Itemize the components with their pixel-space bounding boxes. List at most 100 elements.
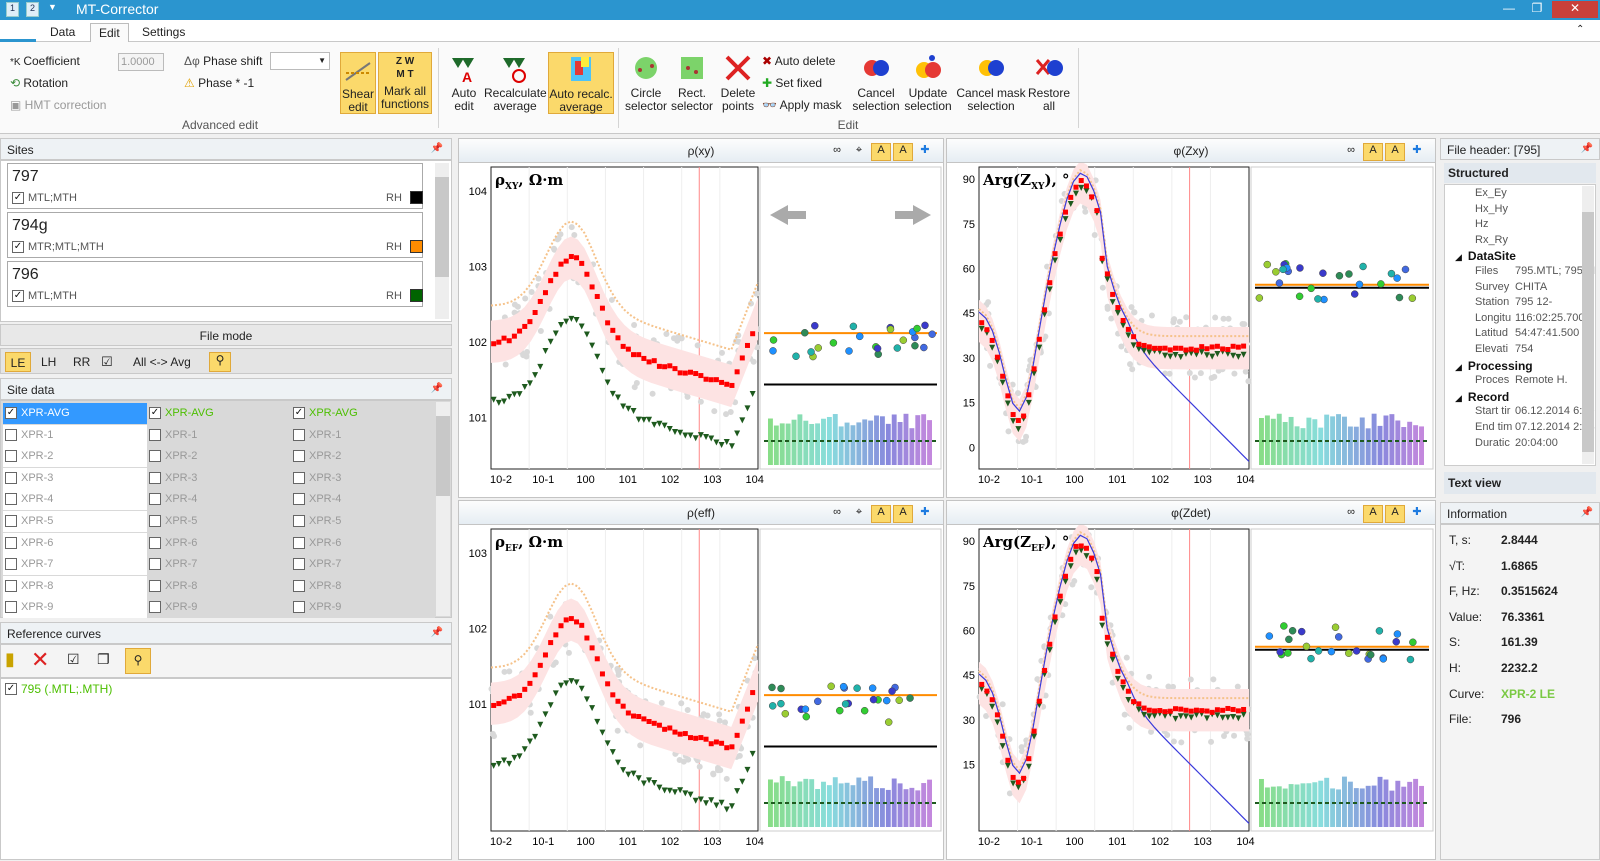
check-all-icon[interactable]: ☑ [67, 651, 80, 667]
sites-scroll-thumb[interactable] [435, 177, 449, 277]
restore-all-button[interactable]: Restore all [1026, 52, 1072, 114]
auto-delete-button[interactable]: ✖ Auto delete [762, 54, 835, 68]
site-data-scrollbar[interactable] [436, 402, 450, 616]
zoom-a-icon[interactable]: A [1363, 505, 1383, 523]
structured-tab[interactable]: Structured [1444, 163, 1596, 183]
chart-svg[interactable]: ρEF, Ω·m 103 102 101 10-2 10-1 100 101 102 103 104 [459, 525, 945, 861]
site-data-cell[interactable]: XPR-8 [291, 575, 435, 597]
site-data-cell[interactable]: XPR-3 [3, 467, 147, 489]
tab-edit[interactable]: Edit [90, 23, 129, 43]
coefficient-input[interactable]: 1.0000 [118, 53, 164, 71]
site-checkbox[interactable]: ✓ [12, 241, 24, 253]
site-data-checkbox[interactable] [149, 450, 161, 463]
site-data-checkbox[interactable] [149, 493, 161, 506]
reference-item[interactable]: 795 (.MTL;.MTH) [21, 682, 113, 696]
site-data-checkbox[interactable] [149, 428, 161, 441]
site-data-cell[interactable]: XPR-9 [3, 597, 147, 619]
arrow-right-icon[interactable] [895, 205, 931, 225]
file-header-scroll-thumb[interactable] [1582, 212, 1594, 452]
site-data-checkbox[interactable] [5, 493, 17, 506]
site-data-cell[interactable]: XPR-1 [3, 424, 147, 446]
site-data-checkbox[interactable] [5, 471, 17, 484]
site-item[interactable]: 797 ✓ MTL;MTH RH [7, 163, 423, 209]
site-data-cell[interactable]: XPR-5 [3, 511, 147, 532]
cancel-mask-selection-button[interactable]: Cancel mask selection [956, 52, 1026, 114]
pin-icon-site-data[interactable]: 📌 [430, 383, 443, 394]
site-data-checkbox[interactable] [5, 450, 17, 463]
site-data-checkbox[interactable] [293, 579, 305, 592]
add-icon[interactable]: ✚ [1412, 506, 1422, 518]
circle-selector-button[interactable]: Circle selector [624, 52, 668, 114]
mode-all-avg-button[interactable]: All <-> Avg [133, 355, 191, 369]
phase-shift-dropdown[interactable]: ▼ [270, 52, 330, 70]
crosshair-icon[interactable]: ⌖ [855, 144, 863, 156]
rect-selector-button[interactable]: Rect. selector [670, 52, 714, 114]
pin-icon[interactable]: 📌 [430, 143, 443, 154]
chart-svg[interactable]: ρXY, Ω·m 104 103 102 101 10-2 10-1 100 101 102 103… [459, 163, 945, 499]
tree-expand-icon[interactable]: ◢ [1455, 252, 1462, 263]
sites-scrollbar[interactable] [435, 163, 449, 319]
site-data-cell[interactable]: XPR-1 [147, 424, 291, 446]
site-data-cell[interactable]: ✓ XPR-AVG [147, 403, 291, 424]
site-data-checkbox[interactable]: ✓ [5, 407, 17, 419]
site-data-checkbox[interactable] [149, 579, 161, 592]
site-item[interactable]: 794g ✓ MTR;MTL;MTH RH [7, 212, 423, 258]
mode-le-button[interactable]: LE [5, 352, 31, 372]
pin-icon-info[interactable]: 📌 [1580, 507, 1593, 518]
tree-expand-icon[interactable]: ◢ [1455, 392, 1462, 403]
quick-access-1[interactable]: 1 [6, 2, 19, 17]
glasses-icon[interactable]: ∞ [833, 144, 841, 156]
site-color-swatch[interactable] [410, 240, 423, 253]
maximize-button[interactable]: ❐ [1531, 1, 1543, 15]
file-mode-button[interactable]: File mode [0, 324, 452, 346]
site-data-checkbox[interactable] [149, 471, 161, 484]
zoom-a-icon[interactable]: A [1363, 143, 1383, 161]
add-icon[interactable]: ✚ [1412, 144, 1422, 156]
folder-icon[interactable]: ▮ [5, 649, 15, 669]
site-data-cell[interactable]: XPR-4 [3, 489, 147, 511]
site-data-cell[interactable]: XPR-4 [147, 489, 291, 511]
site-data-checkbox[interactable] [149, 536, 161, 549]
tree-icon[interactable]: ⚲ [125, 648, 151, 674]
site-data-checkbox[interactable] [293, 471, 305, 484]
recalculate-average-button[interactable]: Recalculate average [484, 52, 547, 114]
auto-recalc-average-button[interactable]: Auto recalc. average [548, 52, 614, 114]
tree-group[interactable]: ◢ DataSite [1455, 249, 1516, 263]
glasses-icon[interactable]: ∞ [1347, 506, 1355, 518]
reference-checkbox[interactable]: ✓ [5, 683, 17, 695]
site-data-checkbox[interactable] [5, 558, 17, 571]
mode-rr-button[interactable]: RR [73, 355, 91, 369]
site-data-cell[interactable]: XPR-5 [147, 511, 291, 532]
auto-edit-button[interactable]: A Auto edit [444, 52, 484, 114]
site-item[interactable]: 796 ✓ MTL;MTH RH [7, 261, 423, 307]
copy-icon[interactable]: ❐ [97, 651, 110, 667]
site-data-cell[interactable]: XPR-7 [147, 554, 291, 576]
site-data-checkbox[interactable] [293, 493, 305, 506]
text-view-tab[interactable]: Text view [1444, 472, 1596, 494]
update-selection-button[interactable]: Update selection [902, 52, 954, 114]
glasses-icon[interactable]: ∞ [833, 506, 841, 518]
site-data-cell[interactable]: XPR-2 [291, 446, 435, 468]
file-tab[interactable] [0, 39, 36, 42]
site-data-checkbox[interactable] [149, 515, 161, 527]
zoom-b-icon[interactable]: A [893, 143, 913, 161]
site-color-swatch[interactable] [410, 289, 423, 302]
site-data-cell[interactable]: XPR-6 [3, 532, 147, 554]
crosshair-icon[interactable]: ⌖ [855, 506, 863, 518]
tree-settings-icon[interactable]: ⚲ [209, 352, 231, 372]
site-data-cell[interactable]: XPR-2 [147, 446, 291, 468]
tree-group[interactable]: ◢ Processing [1455, 359, 1533, 373]
site-data-checkbox[interactable] [293, 515, 305, 527]
quick-access-dropdown-icon[interactable]: ▼ [48, 2, 57, 12]
hmt-correction-button[interactable]: ▣ HMT correction [10, 98, 106, 112]
glasses-icon[interactable]: ∞ [1347, 144, 1355, 156]
site-data-checkbox[interactable] [293, 558, 305, 571]
site-data-checkbox[interactable] [5, 536, 17, 549]
minimize-button[interactable]: — [1503, 1, 1515, 15]
site-data-checkbox[interactable] [293, 428, 305, 441]
apply-mask-button[interactable]: 👓 Apply mask [762, 98, 842, 112]
rotation-button[interactable]: ⟲ Rotation [10, 76, 68, 90]
site-data-checkbox[interactable] [293, 536, 305, 549]
tree-group[interactable]: ◢ Record [1455, 390, 1509, 404]
